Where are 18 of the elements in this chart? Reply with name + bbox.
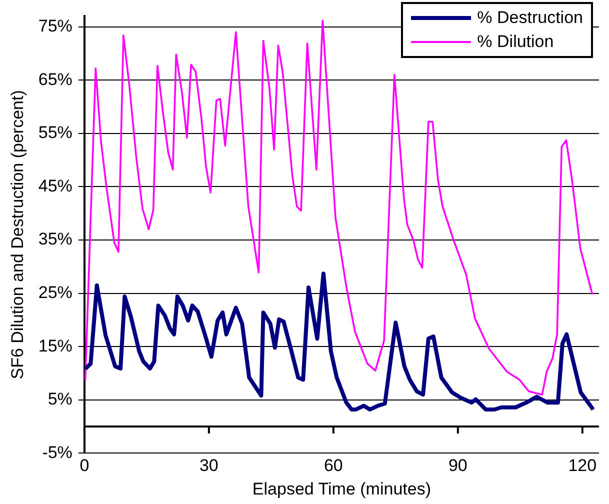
- y-tick-label: 65%: [38, 70, 72, 89]
- y-tick-label: 25%: [38, 283, 72, 302]
- y-tick-label: -5%: [42, 442, 72, 462]
- legend-label: % Destruction: [477, 8, 583, 28]
- y-tick-label: 5%: [48, 390, 72, 409]
- y-tick-label: 45%: [38, 176, 72, 196]
- legend-label: % Dilution: [477, 32, 554, 52]
- x-tick-label: 30: [199, 456, 218, 476]
- y-tick-label: 35%: [38, 230, 72, 249]
- x-tick-label: 120: [568, 456, 597, 476]
- y-axis-title: SF6 Dilution and Destruction (percent): [8, 90, 27, 380]
- x-tick-label: 0: [80, 456, 90, 476]
- y-tick-label: 75%: [38, 16, 72, 36]
- x-tick-label: 60: [324, 456, 343, 476]
- y-tick-label: 55%: [38, 123, 72, 142]
- y-tick-label: 15%: [38, 336, 72, 356]
- x-axis-title: Elapsed Time (minutes): [252, 479, 431, 498]
- x-tick-label: 90: [448, 456, 468, 476]
